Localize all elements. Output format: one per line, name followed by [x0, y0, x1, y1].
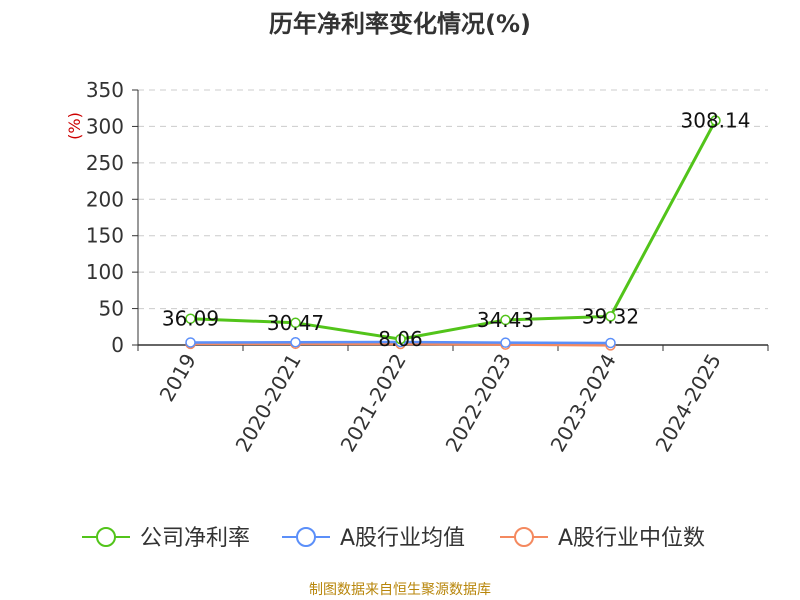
y-tick-label: 50 — [99, 297, 124, 321]
x-tick-label: 2019 — [155, 350, 201, 406]
x-tick-label: 2021-2022 — [336, 350, 411, 456]
data-label: 30.47 — [267, 311, 324, 335]
y-tick-label: 300 — [86, 114, 124, 138]
y-axis-ticks: 0 50 100 150 200 250 300 350 — [86, 78, 124, 357]
legend-label: A股行业均值 — [340, 526, 465, 551]
data-label: 34.43 — [477, 308, 534, 332]
legend: 公司净利率 A股行业均值 A股行业中位数 — [82, 526, 705, 551]
y-tick-label: 200 — [86, 187, 124, 211]
data-point — [185, 337, 196, 348]
data-label: 36.09 — [162, 307, 219, 331]
x-axis-ticks: 2019 2020-2021 2021-2022 2022-2023 2023-2024… — [155, 350, 726, 456]
y-axis-label: (%) — [65, 112, 84, 140]
legend-label: 公司净利率 — [140, 526, 250, 551]
data-point — [710, 115, 721, 126]
data-point — [500, 314, 511, 326]
data-point — [290, 317, 301, 329]
data-point — [395, 333, 406, 345]
chart-title: 历年净利率变化情况(%) — [269, 10, 531, 38]
legend-swatch-marker — [296, 527, 316, 547]
data-labels: 36.09 30.47 8.06 34.43 39.32 308.14 — [162, 108, 751, 351]
data-label: 39.32 — [582, 304, 639, 328]
y-tick-label: 100 — [86, 260, 124, 284]
series-line — [190, 119, 717, 341]
y-tick-label: 0 — [111, 333, 124, 357]
y-tick-label: 150 — [86, 224, 124, 248]
x-tick-label: 2020-2021 — [231, 350, 306, 456]
grid-lines — [138, 89, 768, 310]
data-point — [605, 311, 616, 322]
x-tick-label: 2023-2024 — [546, 350, 621, 456]
legend-swatch-marker — [514, 527, 534, 547]
source-note: 制图数据来自恒生聚源数据库 — [309, 582, 491, 598]
data-point — [605, 337, 616, 349]
x-tick-label: 2024-2025 — [651, 350, 726, 456]
y-tick-label: 350 — [86, 78, 124, 102]
axes — [132, 89, 769, 351]
series-layer — [185, 115, 721, 351]
x-tick-label: 2022-2023 — [441, 350, 516, 456]
legend-swatch-marker — [96, 527, 116, 547]
data-point — [500, 337, 511, 348]
y-tick-label: 250 — [86, 151, 124, 175]
data-point — [185, 313, 196, 324]
data-point — [290, 336, 301, 348]
data-label: 308.14 — [681, 108, 751, 132]
data-label: 8.06 — [378, 327, 423, 351]
legend-label: A股行业中位数 — [558, 526, 705, 551]
